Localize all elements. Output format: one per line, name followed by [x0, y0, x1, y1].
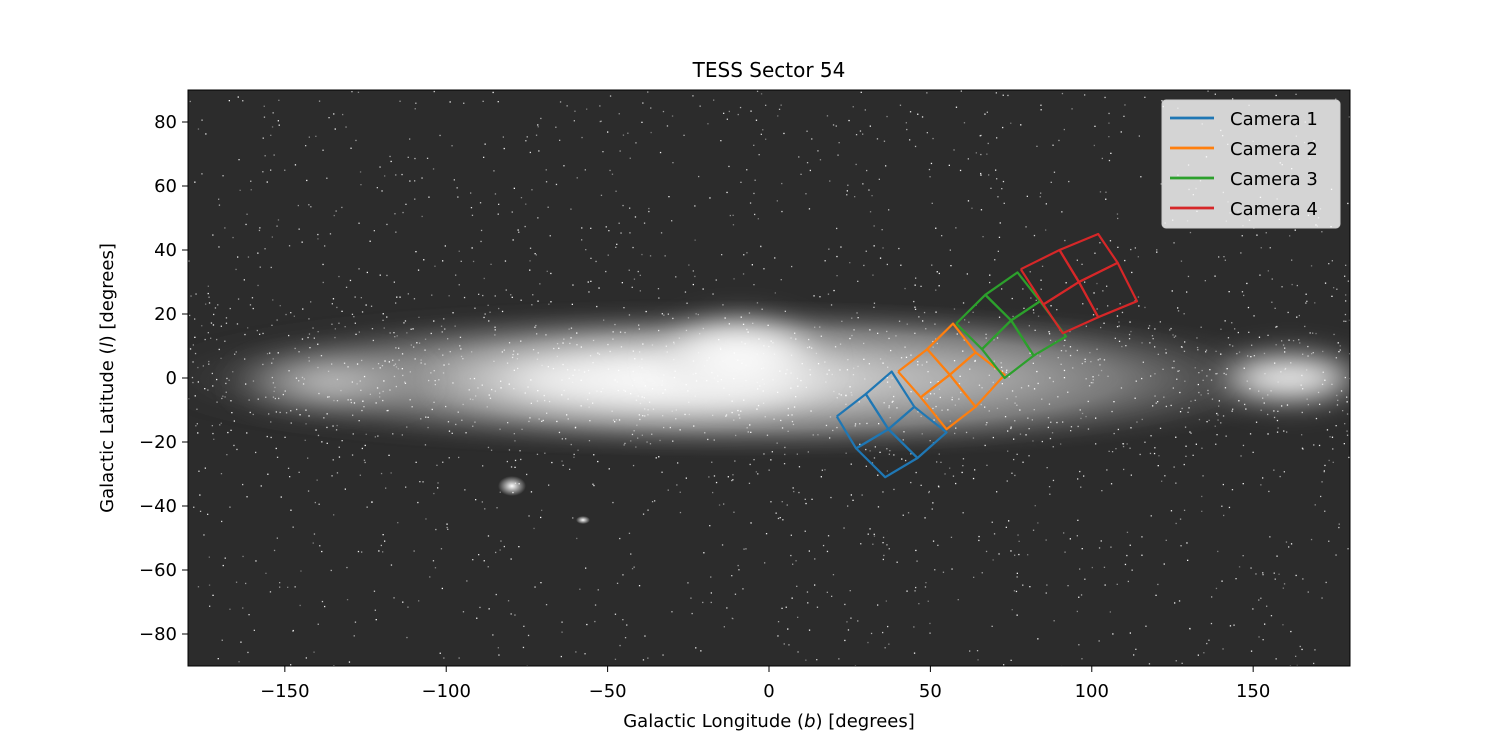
- legend-label-camera-3: Camera 3: [1230, 169, 1318, 190]
- y-tick-label: −20: [139, 432, 177, 453]
- x-tick-label: −50: [589, 681, 627, 702]
- camera-4-ccd-4-outline: [1077, 261, 1139, 319]
- legend: Camera 1 Camera 2 Camera 3 Camera 4: [1161, 99, 1341, 229]
- y-tick-label: 0: [166, 368, 177, 389]
- x-axis-label: Galactic Longitude (b) [degrees]: [623, 711, 915, 732]
- x-tick-label: −100: [421, 681, 470, 702]
- sky-map-background: [188, 90, 1350, 666]
- chart-title: TESS Sector 54: [692, 58, 846, 82]
- x-tick-label: 50: [919, 681, 942, 702]
- y-tick-label: −40: [139, 496, 177, 517]
- legend-label-camera-4: Camera 4: [1230, 199, 1318, 220]
- x-tick-label: 0: [763, 681, 774, 702]
- camera-1-ccd-4-outline: [887, 405, 948, 460]
- camera-3-ccd-4-outline: [1010, 300, 1068, 357]
- y-axis-label: Galactic Latitude (l) [degrees]: [97, 243, 118, 513]
- legend-label-camera-2: Camera 2: [1230, 139, 1318, 160]
- y-tick-label: 40: [154, 240, 177, 261]
- legend-box: [1161, 99, 1341, 229]
- x-tick-label: −150: [260, 681, 309, 702]
- x-tick-label: 150: [1236, 681, 1270, 702]
- y-tick-label: −80: [139, 624, 177, 645]
- y-tick-label: 60: [154, 176, 177, 197]
- camera-2-ccd-4-outline: [948, 351, 1006, 408]
- y-tick-label: −60: [139, 560, 177, 581]
- x-tick-label: 100: [1075, 681, 1109, 702]
- y-tick-label: 80: [154, 112, 177, 133]
- legend-label-camera-1: Camera 1: [1230, 109, 1318, 130]
- y-tick-label: 20: [154, 304, 177, 325]
